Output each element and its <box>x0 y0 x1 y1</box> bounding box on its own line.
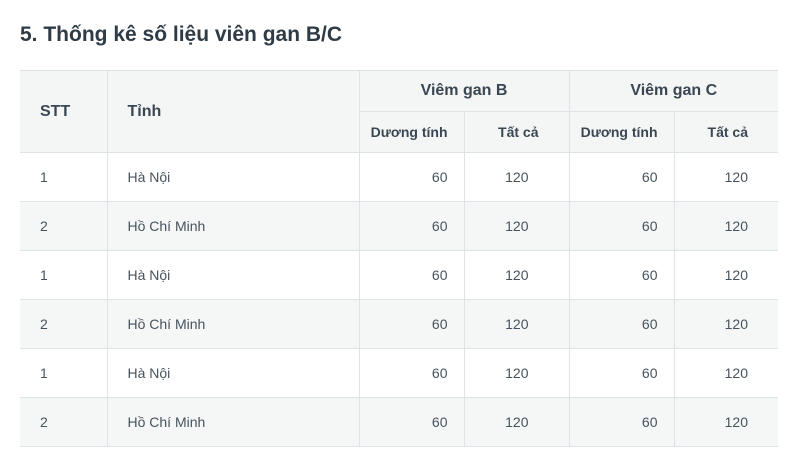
cell-b-total: 120 <box>463 348 570 398</box>
cell-b-total: 120 <box>463 250 570 300</box>
cell-c-total: 120 <box>673 201 778 251</box>
cell-c-total: 120 <box>673 348 778 398</box>
cell-c-total: 120 <box>673 299 778 349</box>
column-header-c-positive: Dương tính <box>568 111 675 153</box>
cell-b-positive: 60 <box>358 348 465 398</box>
cell-b-total: 120 <box>463 397 570 447</box>
cell-province: Hồ Chí Minh <box>106 201 360 251</box>
cell-province: Hà Nội <box>106 250 360 300</box>
cell-province: Hà Nội <box>106 348 360 398</box>
cell-stt: 2 <box>20 299 108 349</box>
column-header-tinh: Tỉnh <box>106 70 360 153</box>
column-header-stt: STT <box>20 70 108 153</box>
cell-c-positive: 60 <box>568 201 675 251</box>
column-header-c-total: Tất cả <box>673 111 778 153</box>
cell-province: Hồ Chí Minh <box>106 397 360 447</box>
cell-c-positive: 60 <box>568 152 675 202</box>
cell-b-positive: 60 <box>358 397 465 447</box>
cell-stt: 1 <box>20 152 108 202</box>
column-header-b-positive: Dương tính <box>359 111 465 153</box>
cell-province: Hồ Chí Minh <box>106 299 360 349</box>
column-header-b-total: Tất cả <box>463 111 570 153</box>
cell-b-positive: 60 <box>358 250 465 300</box>
cell-c-total: 120 <box>673 250 778 300</box>
cell-c-positive: 60 <box>568 250 675 300</box>
cell-stt: 1 <box>20 348 108 398</box>
cell-b-total: 120 <box>463 201 570 251</box>
cell-c-positive: 60 <box>568 348 675 398</box>
page-title: 5. Thống kê số liệu viên gan B/C <box>20 23 343 46</box>
column-group-hepatitis-c: Viêm gan C <box>568 70 778 112</box>
cell-b-total: 120 <box>463 299 570 349</box>
cell-province: Hà Nội <box>106 152 360 202</box>
cell-c-positive: 60 <box>568 299 675 349</box>
cell-b-total: 120 <box>463 152 570 202</box>
table-row: 1 Hà Nội 60 120 60 120 <box>20 348 778 398</box>
table-header: STT Tỉnh Viêm gan B Viêm gan C Dương tín… <box>20 70 778 153</box>
table-row: 2 Hồ Chí Minh 60 120 60 120 <box>20 397 778 447</box>
cell-stt: 2 <box>20 397 108 447</box>
cell-c-total: 120 <box>673 397 778 447</box>
table-row: 1 Hà Nội 60 120 60 120 <box>20 250 778 300</box>
table-row: 1 Hà Nội 60 120 60 120 <box>20 152 778 202</box>
cell-c-positive: 60 <box>568 397 675 447</box>
column-group-hepatitis-b: Viêm gan B <box>358 70 570 112</box>
table-body: 1 Hà Nội 60 120 60 120 2 Hồ Chí Minh 60 … <box>20 152 778 447</box>
cell-b-positive: 60 <box>358 201 465 251</box>
hepatitis-stats-table: STT Tỉnh Viêm gan B Viêm gan C Dương tín… <box>20 70 778 447</box>
cell-b-positive: 60 <box>358 152 465 202</box>
table-row: 2 Hồ Chí Minh 60 120 60 120 <box>20 201 778 251</box>
cell-b-positive: 60 <box>358 299 465 349</box>
cell-c-total: 120 <box>673 152 778 202</box>
cell-stt: 1 <box>20 250 108 300</box>
cell-stt: 2 <box>20 201 108 251</box>
table-row: 2 Hồ Chí Minh 60 120 60 120 <box>20 299 778 349</box>
